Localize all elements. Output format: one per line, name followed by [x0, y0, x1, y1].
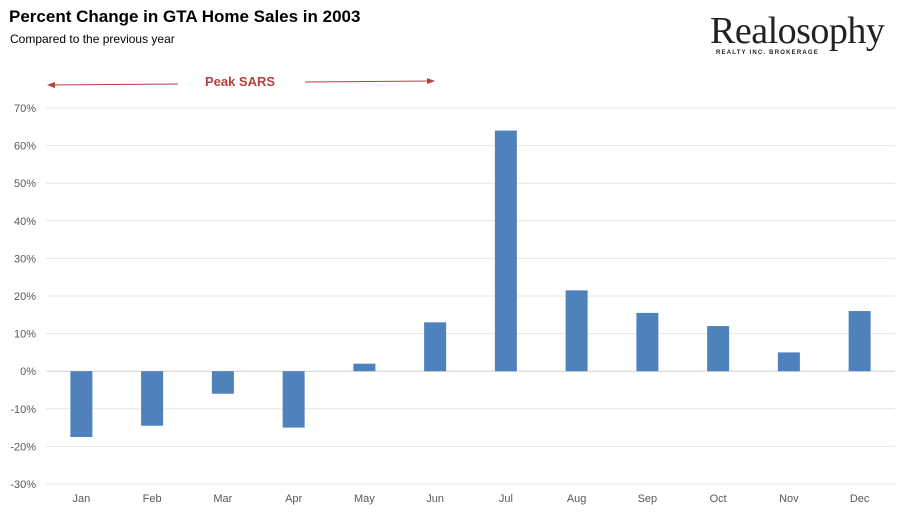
annotation-right-arrow	[304, 78, 435, 85]
logo-wordmark: Realosophy	[710, 10, 885, 52]
x-tick-label: Apr	[285, 493, 302, 505]
bar-jul	[494, 130, 517, 372]
y-axis-tick-labels: 70% 60% 50% 40% 30% 20% 10% 0% -10% -20% -30%	[10, 103, 36, 491]
x-tick-label: Dec	[850, 493, 870, 505]
bar-nov	[777, 352, 800, 372]
bar-mar	[211, 371, 234, 394]
annotation-left-arrow	[47, 81, 179, 88]
bar-jan	[70, 371, 93, 437]
y-tick-label: 30%	[14, 253, 36, 265]
x-tick-label: Oct	[710, 493, 727, 505]
y-tick-label: 0%	[20, 366, 36, 378]
y-tick-label: -30%	[10, 479, 36, 491]
bars	[70, 130, 871, 437]
x-tick-label: Mar	[213, 493, 232, 505]
y-tick-label: 40%	[14, 216, 36, 228]
y-tick-label: 50%	[14, 178, 36, 190]
x-tick-label: Jan	[73, 493, 91, 505]
bar-jun	[424, 322, 447, 372]
y-tick-label: 10%	[14, 329, 36, 341]
y-tick-label: -20%	[10, 441, 36, 453]
x-tick-label: May	[354, 493, 375, 505]
chart-title: Percent Change in GTA Home Sales in 2003	[9, 7, 361, 26]
peak-sars-annotation: Peak SARS	[47, 74, 435, 89]
y-tick-label: 60%	[14, 141, 36, 153]
x-tick-label: Feb	[143, 493, 162, 505]
bar-dec	[848, 311, 871, 372]
x-tick-label: Sep	[638, 493, 658, 505]
y-tick-label: -10%	[10, 404, 36, 416]
x-tick-label: Aug	[567, 493, 587, 505]
bar-aug	[565, 290, 588, 372]
chart-subtitle: Compared to the previous year	[10, 32, 175, 46]
bar-apr	[282, 371, 305, 428]
logo-tagline: REALTY INC. BROKERAGE	[716, 50, 819, 56]
annotation-label: Peak SARS	[205, 74, 275, 89]
x-tick-label: Jul	[499, 493, 513, 505]
bar-oct	[707, 326, 730, 372]
gridlines	[46, 107, 895, 485]
bar-feb	[141, 371, 164, 426]
x-axis-tick-labels: Jan Feb Mar Apr May Jun Jul Aug Sep Oct Nov Dec	[73, 493, 870, 505]
x-tick-label: Nov	[779, 493, 799, 505]
y-tick-label: 20%	[14, 291, 36, 303]
y-tick-label: 70%	[14, 103, 36, 115]
bar-sep	[636, 312, 659, 372]
bar-may	[353, 363, 376, 372]
x-tick-label: Jun	[426, 493, 444, 505]
realosophy-logo: Realosophy REALTY INC. BROKERAGE	[710, 12, 900, 56]
